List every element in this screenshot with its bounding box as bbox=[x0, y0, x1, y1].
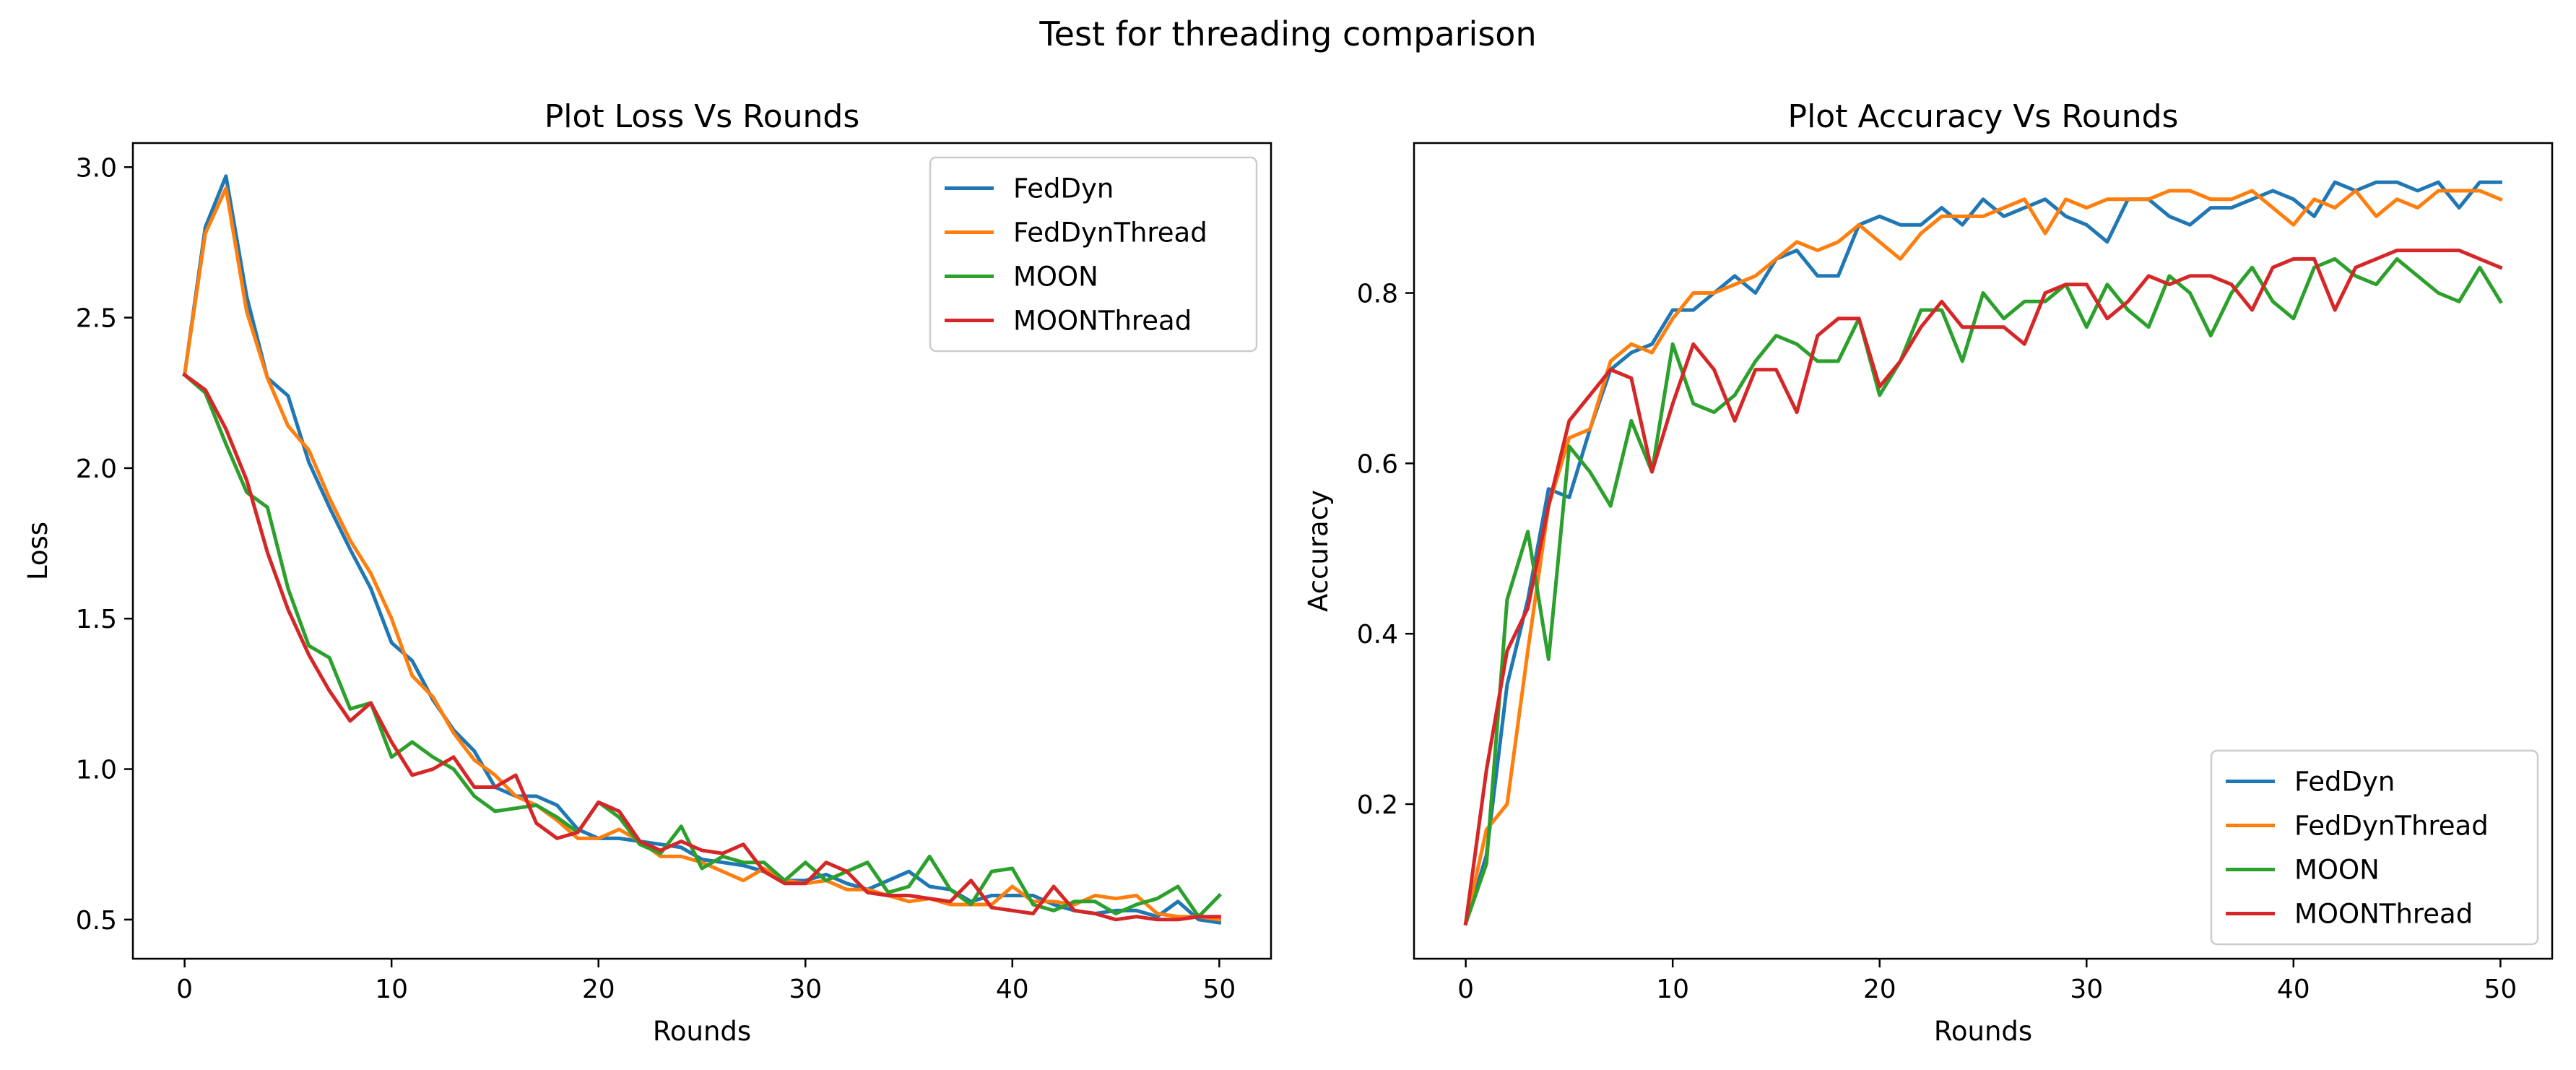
accuracy-y-tick-label: 0.8 bbox=[1357, 280, 1398, 309]
accuracy-x-tick-label: 20 bbox=[1863, 975, 1896, 1004]
loss-chart: 0 10 20 30 40 50 0.5 1.0 1.5 2.0 2.5 3.0 Plot Loss V… bbox=[22, 98, 1272, 1047]
accuracy-series-fed-dyn bbox=[1463, 180, 2502, 926]
accuracy-x-tick-label: 30 bbox=[2070, 975, 2103, 1004]
accuracy-legend-label-moon: MOON bbox=[2294, 855, 2380, 886]
loss-x-tick-label: 10 bbox=[375, 975, 408, 1004]
loss-y-tick-label: 1.0 bbox=[76, 756, 117, 785]
loss-legend-box bbox=[929, 156, 1258, 353]
accuracy-y-tick-label: 0.6 bbox=[1357, 449, 1398, 479]
loss-y-tick-label: 0.5 bbox=[76, 906, 117, 936]
accuracy-y-tick-label: 0.2 bbox=[1357, 790, 1398, 820]
loss-x-tick-label: 40 bbox=[996, 975, 1029, 1004]
accuracy-x-tick-label: 10 bbox=[1656, 975, 1689, 1004]
loss-legend-label-moon: MOON bbox=[1013, 262, 1098, 293]
loss-legend-label-fed-dyn: FedDyn bbox=[1013, 173, 1114, 204]
loss-legend-label-fed-dyn-thread: FedDynThread bbox=[1013, 217, 1207, 249]
accuracy-y-tick-label: 0.4 bbox=[1357, 620, 1398, 650]
loss-chart-title: Plot Loss Vs Rounds bbox=[545, 98, 860, 135]
accuracy-legend-label-moonthread: MOONThread bbox=[2294, 899, 2473, 930]
figure-title: Test for threading comparison bbox=[1039, 14, 1537, 53]
loss-y-tick-label: 2.0 bbox=[76, 454, 117, 484]
loss-legend-label-moonthread: MOONThread bbox=[1013, 306, 1192, 337]
accuracy-x-tick-label: 0 bbox=[1457, 975, 1474, 1004]
loss-x-tick-label: 0 bbox=[176, 975, 193, 1004]
accuracy-chart-title: Plot Accuracy Vs Rounds bbox=[1788, 98, 2179, 135]
loss-x-tick-label: 50 bbox=[1202, 975, 1236, 1004]
loss-x-axis-label: Rounds bbox=[653, 1016, 751, 1047]
loss-axes-frame bbox=[131, 142, 1272, 960]
loss-x-tick-label: 20 bbox=[582, 975, 615, 1004]
loss-legend: FedDyn FedDynThread MOON MOONThread bbox=[929, 156, 1258, 353]
accuracy-axes-frame bbox=[1413, 142, 2554, 960]
loss-x-tick-label: 30 bbox=[789, 975, 822, 1004]
accuracy-x-tick-label: 40 bbox=[2277, 975, 2310, 1004]
loss-y-axis-label: Loss bbox=[22, 522, 53, 580]
loss-series-moon bbox=[182, 372, 1222, 919]
loss-series-fed-dyn-thread bbox=[182, 186, 1222, 922]
accuracy-series-moon bbox=[1463, 256, 2503, 926]
accuracy-legend: FedDyn FedDynThread MOON MOONThread bbox=[2210, 749, 2539, 946]
accuracy-series-moonthread bbox=[1463, 249, 2503, 926]
accuracy-series-fed-dyn-thread bbox=[1463, 189, 2503, 926]
loss-series-moonthread bbox=[182, 372, 1221, 922]
accuracy-x-axis-label: Rounds bbox=[1934, 1016, 2032, 1047]
accuracy-x-tick-label: 50 bbox=[2484, 975, 2517, 1004]
loss-y-tick-label: 2.5 bbox=[76, 304, 117, 334]
accuracy-legend-label-fed-dyn-thread: FedDynThread bbox=[2294, 811, 2489, 842]
accuracy-chart: 0 10 20 30 40 50 0.2 0.4 0.6 0.8 Plot Accuracy Vs … bbox=[1303, 98, 2554, 1047]
accuracy-legend-box bbox=[2210, 749, 2539, 946]
accuracy-legend-label-fed-dyn: FedDyn bbox=[2294, 767, 2395, 798]
accuracy-y-axis-label: Accuracy bbox=[1303, 490, 1334, 612]
loss-y-tick-label: 1.5 bbox=[76, 605, 117, 634]
loss-y-tick-label: 3.0 bbox=[76, 153, 117, 183]
